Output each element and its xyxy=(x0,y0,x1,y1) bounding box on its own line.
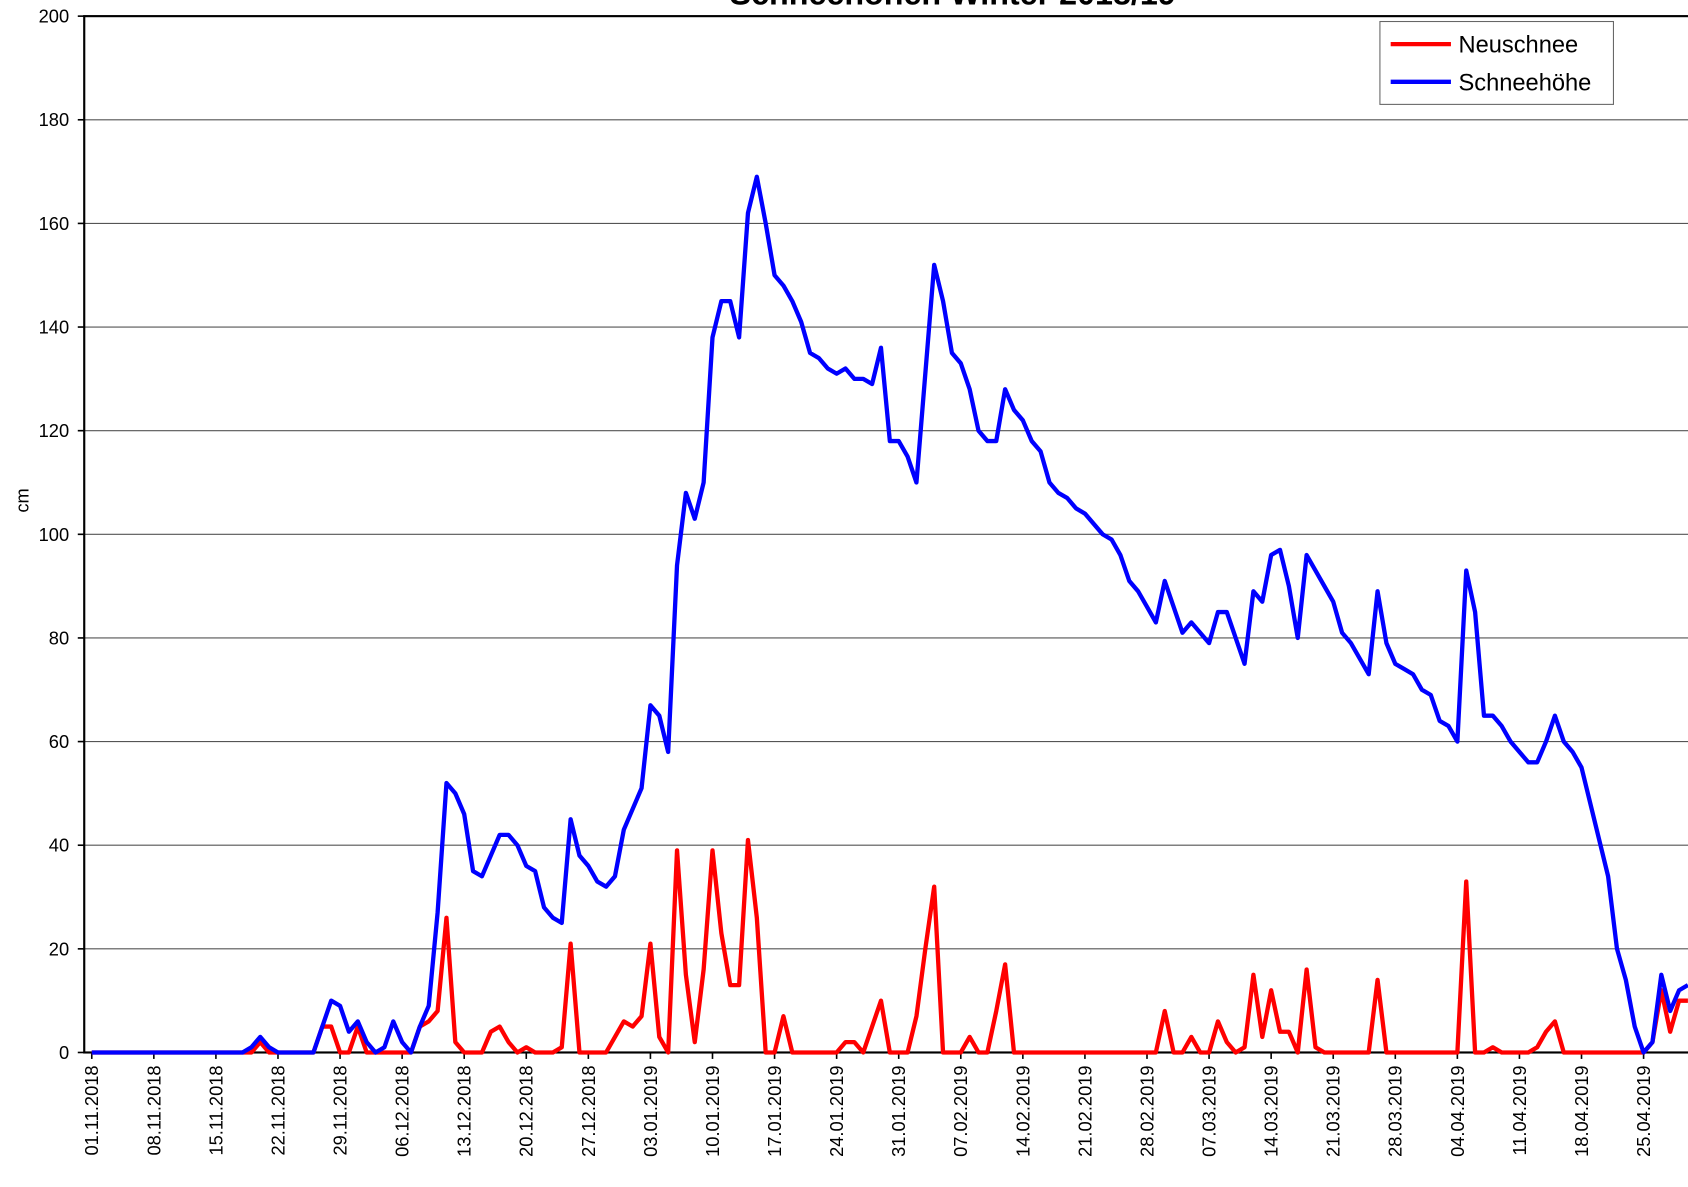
legend-label: Neuschnee xyxy=(1458,33,1578,59)
x-tick-label: 28.03.2019 xyxy=(1385,1065,1406,1157)
y-tick-label: 180 xyxy=(39,109,70,130)
y-tick-label: 20 xyxy=(49,938,69,959)
x-tick-label: 11.04.2019 xyxy=(1509,1065,1530,1155)
x-tick-label: 04.04.2019 xyxy=(1447,1065,1468,1157)
y-tick-label: 160 xyxy=(39,213,70,234)
y-tick-label: 100 xyxy=(39,524,70,545)
y-tick-label: 140 xyxy=(39,317,70,338)
x-tick-label: 15.11.2018 xyxy=(205,1065,226,1155)
y-tick-label: 40 xyxy=(49,835,69,856)
x-tick-label: 17.01.2019 xyxy=(764,1065,785,1157)
x-tick-label: 03.01.2019 xyxy=(640,1065,661,1157)
x-tick-label: 24.01.2019 xyxy=(826,1065,847,1157)
chart-title: Schneehöhen Winter 2018/19 xyxy=(730,0,1176,11)
y-tick-label: 80 xyxy=(49,627,69,648)
y-tick-label: 60 xyxy=(49,731,69,752)
plot-frame xyxy=(83,15,1688,1054)
x-tick-label: 27.12.2018 xyxy=(578,1065,599,1157)
x-tick-label: 06.12.2018 xyxy=(392,1065,413,1157)
x-tick-label: 29.11.2018 xyxy=(330,1065,351,1155)
x-tick-label: 21.02.2019 xyxy=(1074,1065,1095,1157)
legend-box xyxy=(1379,20,1614,105)
x-tick-label: 28.02.2019 xyxy=(1136,1065,1157,1157)
y-tick-label: 120 xyxy=(39,420,70,441)
x-tick-label: 07.03.2019 xyxy=(1199,1065,1220,1157)
x-tick-label: 22.11.2018 xyxy=(267,1065,288,1155)
x-tick-label: 18.04.2019 xyxy=(1571,1065,1592,1157)
x-tick-label: 21.03.2019 xyxy=(1323,1065,1344,1157)
y-tick-label: 0 xyxy=(59,1042,69,1063)
x-tick-label: 14.02.2019 xyxy=(1012,1065,1033,1157)
x-tick-label: 07.02.2019 xyxy=(950,1065,971,1157)
y-tick-label: 200 xyxy=(39,6,70,27)
x-tick-label: 13.12.2018 xyxy=(454,1065,475,1157)
x-tick-label: 14.03.2019 xyxy=(1261,1065,1282,1157)
series-line xyxy=(91,174,1688,1055)
x-tick-label: 08.11.2018 xyxy=(143,1065,164,1155)
x-tick-label: 25.04.2019 xyxy=(1633,1065,1654,1157)
x-tick-label: 31.01.2019 xyxy=(888,1065,909,1157)
y-axis-label: cm xyxy=(11,488,32,512)
x-tick-label: 01.11.2018 xyxy=(81,1065,102,1155)
x-tick-label: 10.01.2019 xyxy=(702,1065,723,1157)
legend-label: Schneehöhe xyxy=(1458,70,1591,96)
x-tick-label: 20.12.2018 xyxy=(516,1065,537,1157)
